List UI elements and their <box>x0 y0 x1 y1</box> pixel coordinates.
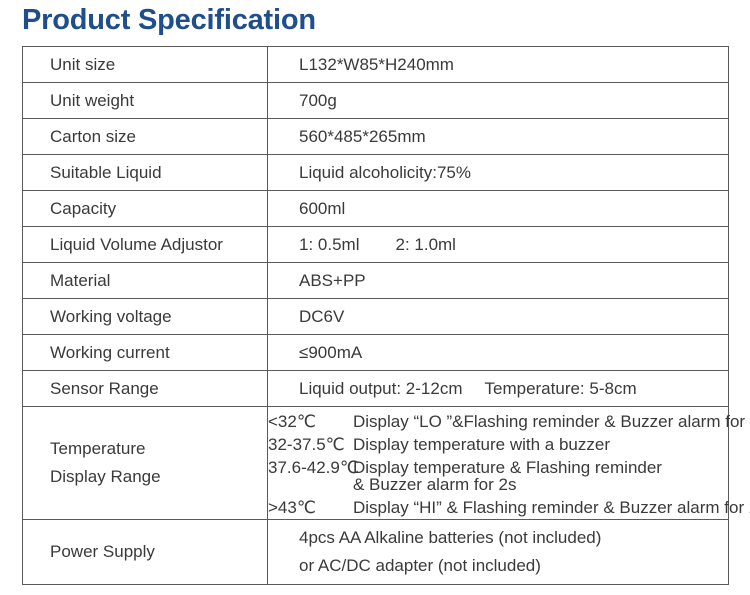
temp-range-desc: Display “LO ”&Flashing reminder & Buzzer… <box>353 411 750 431</box>
spec-value: DC6V <box>267 298 729 335</box>
spec-value: 1: 0.5ml 2: 1.0ml <box>267 226 729 263</box>
temp-label-line2: Display Range <box>50 467 161 486</box>
spec-value-option-1: 1: 0.5ml <box>299 234 360 254</box>
temp-range: 32-37.5℃ <box>268 434 345 454</box>
spec-row-carton-size: Carton size 560*485*265mm <box>22 118 729 155</box>
spec-table: Unit size L132*W85*H240mm Unit weight 70… <box>22 46 750 585</box>
temp-range-item: <32℃ Display “LO ”&Flashing reminder & B… <box>268 411 750 431</box>
spec-value: 700g <box>267 82 729 119</box>
temp-range-desc: Display temperature & Flashing reminder … <box>353 459 662 493</box>
spec-row-working-voltage: Working voltage DC6V <box>22 298 729 335</box>
page-title: Product Specification <box>22 4 316 36</box>
spec-label: Unit size <box>22 46 268 83</box>
spec-value-option-2: 2: 1.0ml <box>395 234 456 254</box>
spec-row-working-current: Working current ≤900mA <box>22 334 729 371</box>
spec-row-volume-adjustor: Liquid Volume Adjustor 1: 0.5ml 2: 1.0ml <box>22 226 729 263</box>
spec-row-capacity: Capacity 600ml <box>22 190 729 227</box>
temp-range-item: 32-37.5℃ Display temperature with a buzz… <box>268 436 728 453</box>
spec-label: Sensor Range <box>22 370 268 407</box>
spec-label: Suitable Liquid <box>22 154 268 191</box>
spec-label: Power Supply <box>22 519 268 585</box>
temp-range-desc: Display “HI” & Flashing reminder & Buzze… <box>353 497 750 517</box>
temp-range: 37.6-42.9℃ <box>268 457 359 477</box>
temp-range-desc: Display temperature with a buzzer <box>353 434 611 454</box>
temp-range: >43℃ <box>268 497 316 517</box>
spec-label: Working current <box>22 334 268 371</box>
spec-row-temperature-display: Temperature Display Range <32℃ Display “… <box>22 406 750 520</box>
temp-range: <32℃ <box>268 411 316 431</box>
spec-row-unit-size: Unit size L132*W85*H240mm <box>22 46 729 83</box>
temp-label-line1: Temperature <box>50 439 146 458</box>
spec-row-unit-weight: Unit weight 700g <box>22 82 729 119</box>
spec-label: Capacity <box>22 190 268 227</box>
spec-value: 600ml <box>267 190 729 227</box>
spec-value: ≤900mA <box>267 334 729 371</box>
spec-row-material: Material ABS+PP <box>22 262 729 299</box>
temp-range-list: <32℃ Display “LO ”&Flashing reminder & B… <box>267 406 750 520</box>
spec-label: Carton size <box>22 118 268 155</box>
temp-range-desc-line1: Display temperature & Flashing reminder <box>353 457 662 477</box>
spec-row-power-supply: Power Supply 4pcs AA Alkaline batteries … <box>22 519 729 585</box>
spec-label: Material <box>22 262 268 299</box>
temp-range-desc-line2: & Buzzer alarm for 2s <box>353 474 517 494</box>
spec-label: Working voltage <box>22 298 268 335</box>
spec-value: Liquid alcoholicity:75% <box>267 154 729 191</box>
spec-value-temperature: Temperature: 5-8cm <box>484 378 637 398</box>
spec-value: ABS+PP <box>267 262 729 299</box>
temp-range-item: 37.6-42.9℃ Display temperature & Flashin… <box>268 459 728 493</box>
power-line2: or AC/DC adapter (not included) <box>299 556 541 575</box>
spec-value: 4pcs AA Alkaline batteries (not included… <box>267 519 729 585</box>
spec-row-sensor-range: Sensor Range Liquid output: 2-12cm Temper… <box>22 370 729 407</box>
spec-label: Temperature Display Range <box>22 406 268 520</box>
spec-value-liquid-output: Liquid output: 2-12cm <box>299 378 463 398</box>
temp-range-item: >43℃ Display “HI” & Flashing reminder & … <box>268 497 750 517</box>
spec-value: 560*485*265mm <box>267 118 729 155</box>
spec-label: Liquid Volume Adjustor <box>22 226 268 263</box>
spec-label: Unit weight <box>22 82 268 119</box>
power-line1: 4pcs AA Alkaline batteries (not included… <box>299 528 602 547</box>
spec-value: L132*W85*H240mm <box>267 46 729 83</box>
spec-row-suitable-liquid: Suitable Liquid Liquid alcoholicity:75% <box>22 154 729 191</box>
spec-value: Liquid output: 2-12cm Temperature: 5-8cm <box>267 370 729 407</box>
